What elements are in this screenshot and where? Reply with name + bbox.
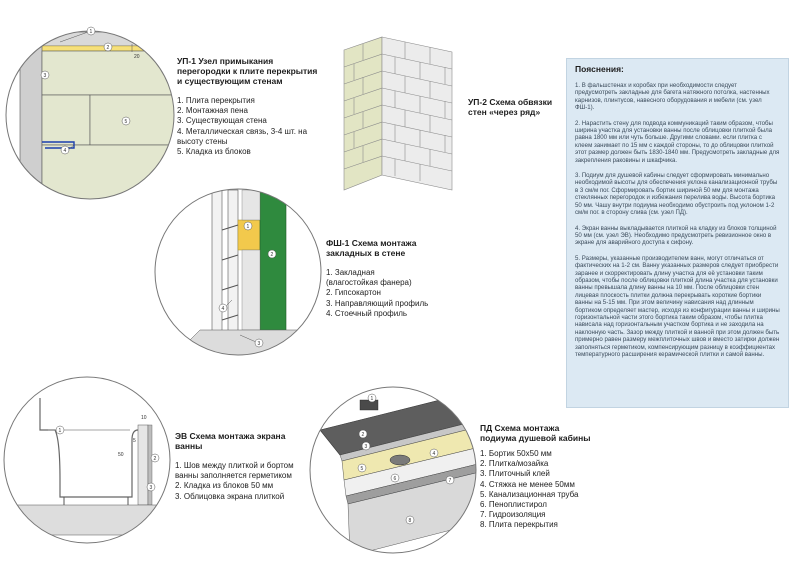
up2-brick-corner [343,36,453,191]
up1-legend: 1. Плита перекрытия 2. Монтажная пена 3.… [177,96,308,157]
svg-text:2: 2 [362,432,365,438]
ev-title: ЭВ Схема монтажа экрана ванны [175,431,286,451]
notes-panel: Пояснения: 1. В фальшстенах и коробах пр… [566,58,789,408]
ev-dim-50: 50 [118,452,124,458]
notes-paragraph-4: 4. Экран ванны выкладывается плиткой на … [575,224,777,247]
svg-text:4: 4 [222,306,225,312]
pd-callouts: 1 2 3 4 5 6 7 8 [357,393,455,525]
up1-title: УП-1 Узел примыкания перегородки к плите… [177,56,318,86]
svg-text:8: 8 [409,518,412,524]
svg-text:3: 3 [44,73,47,79]
ev-text: ЭВ Схема монтажа экрана ванны 1. Шов меж… [175,431,294,502]
up2-text: УП-2 Схема обвязки стен «через ряд» [468,97,552,117]
ev-legend: 1. Шов между плиткой и бортом ванны запо… [175,461,294,501]
fsh1-legend: 1. Закладная (влагостойкая фанера) 2. Ги… [326,268,429,318]
fsh1-text: ФШ-1 Схема монтажа закладных в стене 1. … [326,238,428,319]
svg-text:3: 3 [150,485,153,491]
pd-text: ПД Схема монтажа подиума душевой кабины … [480,423,591,531]
svg-text:2: 2 [154,456,157,462]
svg-text:2: 2 [271,252,274,258]
notes-title: Пояснения: [575,64,624,74]
up1-detail [6,31,174,199]
fsh1-title: ФШ-1 Схема монтажа закладных в стене [326,238,417,258]
pd-legend: 1. Бортик 50х50 мм 2. Плитка/мозайка 3. … [480,449,579,530]
notes-paragraph-1: 1. В фальшстенах и коробах при необходим… [575,82,770,112]
svg-text:2: 2 [107,45,110,51]
svg-text:1: 1 [90,29,93,35]
fsh1-detail [155,189,321,355]
notes-paragraph-5: 5. Размеры, указанные производителем ван… [575,254,780,358]
up1-dim-20: 20 [134,54,140,60]
up1-text: УП-1 Узел примыкания перегородки к плите… [177,56,317,157]
svg-text:7: 7 [449,478,452,484]
svg-text:6: 6 [394,476,397,482]
notes-paragraph-3: 3. Подиум для душевой кабины следует сфо… [575,172,778,217]
svg-text:1: 1 [59,428,62,434]
pd-detail [310,387,476,553]
up1-callouts: 1 2 3 4 5 [40,26,133,155]
ev-detail [4,377,170,543]
svg-text:3: 3 [258,341,261,347]
ev-callouts: 1 2 3 5 50 10 [55,415,160,492]
ev-dim-5: 5 [133,438,136,444]
ev-dim-10: 10 [141,415,147,421]
svg-text:4: 4 [64,148,67,154]
svg-text:3: 3 [365,444,368,450]
svg-text:5: 5 [361,466,364,472]
fsh1-callouts: 1 2 3 4 [218,221,277,348]
svg-text:1: 1 [247,224,250,230]
svg-text:4: 4 [433,451,436,457]
up2-title: УП-2 Схема обвязки стен «через ряд» [468,97,553,117]
svg-text:1: 1 [371,396,374,402]
pd-title: ПД Схема монтажа подиума душевой кабины [480,423,591,443]
svg-text:5: 5 [125,119,128,125]
notes-paragraph-2: 2. Нарастить стену для подвода коммуника… [575,119,780,164]
